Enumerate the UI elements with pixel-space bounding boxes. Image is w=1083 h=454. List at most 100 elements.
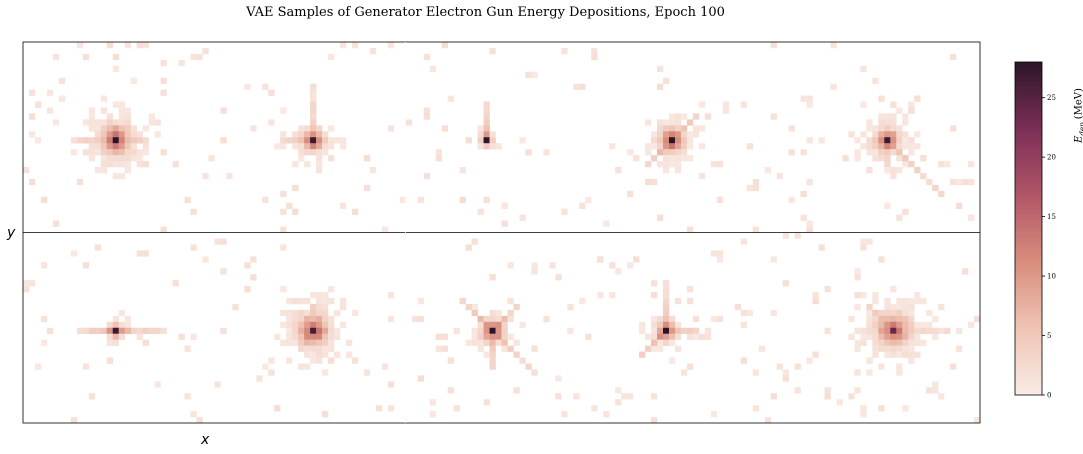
heatmap-cell — [830, 42, 837, 49]
heatmap-cell — [495, 333, 502, 340]
heatmap-cell — [130, 149, 137, 156]
heatmap-cell — [274, 405, 281, 412]
heatmap-cell — [286, 202, 293, 209]
heatmap-cell — [657, 214, 664, 221]
heatmap-cell — [304, 339, 311, 346]
heatmap-cell — [872, 327, 879, 334]
heatmap-cell — [298, 297, 305, 305]
heatmap-cell — [435, 149, 442, 156]
heatmap-cell — [304, 351, 311, 358]
heatmap-cell — [23, 280, 30, 287]
heatmap-cell — [657, 333, 664, 340]
heatmap-cell — [477, 321, 484, 329]
heatmap-cell — [914, 167, 921, 174]
heatmap-cell — [202, 172, 209, 180]
heatmap-cell — [310, 107, 317, 114]
heatmap-cell — [686, 131, 694, 138]
heatmap-cell — [262, 83, 269, 90]
heatmap-cell — [202, 256, 209, 263]
heatmap-cell — [28, 178, 36, 186]
heatmap-cell — [884, 339, 891, 346]
heatmap-cell — [662, 143, 670, 150]
heatmap-cell — [112, 339, 119, 346]
heatmap-cell — [884, 161, 891, 168]
heatmap-cell — [262, 196, 269, 204]
heatmap-cell — [322, 297, 329, 305]
heatmap-cell — [770, 309, 777, 317]
heatmap-panel — [23, 244, 209, 424]
heatmap-cell — [136, 250, 143, 257]
heatmap-cell — [770, 256, 777, 263]
heatmap-cell — [651, 137, 658, 144]
heatmap-cell — [645, 333, 652, 340]
heatmap-cell — [950, 125, 957, 132]
heatmap-cell — [28, 131, 36, 138]
heatmap-cell — [884, 327, 891, 334]
heatmap-cell — [280, 309, 287, 317]
heatmap-cell — [310, 89, 317, 96]
heatmap-cell — [112, 65, 119, 73]
heatmap-cell — [340, 321, 347, 329]
heatmap-cell — [788, 125, 795, 132]
heatmap-cell — [316, 345, 323, 352]
heatmap-cell — [88, 143, 96, 150]
heatmap-cell — [872, 131, 879, 138]
heatmap-cell — [824, 387, 831, 394]
heatmap-cell — [88, 155, 96, 162]
heatmap-cell — [190, 53, 197, 61]
heatmap-cell — [489, 321, 496, 329]
heatmap-cell — [908, 315, 915, 323]
heatmap-cell — [902, 137, 909, 144]
heatmap-cell — [651, 280, 658, 287]
heatmap-cell — [902, 303, 909, 311]
heatmap-cell — [477, 208, 484, 215]
heatmap-cell — [292, 297, 299, 305]
heatmap-cell — [483, 113, 490, 120]
heatmap-cell — [298, 327, 305, 334]
heatmap-cell — [160, 149, 167, 156]
heatmap-cell — [908, 143, 915, 150]
heatmap-cell — [938, 161, 945, 168]
heatmap-cell — [130, 131, 137, 138]
heatmap-cell — [124, 131, 131, 138]
heatmap-cell — [662, 77, 670, 84]
heatmap-cell — [890, 101, 897, 108]
heatmap-cell — [884, 321, 891, 329]
heatmap-cell — [118, 125, 125, 132]
heatmap-cell — [208, 155, 215, 162]
heatmap-cell — [908, 345, 915, 352]
heatmap-cell — [322, 333, 329, 340]
heatmap-cell — [674, 345, 682, 352]
heatmap-cell — [340, 297, 347, 305]
heatmap-cell — [280, 244, 287, 251]
heatmap-cell — [322, 137, 329, 144]
heatmap-cell — [304, 143, 311, 150]
heatmap-cell — [680, 155, 688, 162]
heatmap-cell — [387, 381, 395, 388]
heatmap-cell — [280, 286, 287, 293]
heatmap-cell — [878, 363, 885, 370]
heatmap-cell — [112, 119, 119, 126]
heatmap-cell — [495, 315, 502, 323]
heatmap-cell — [866, 369, 873, 376]
heatmap-cell — [662, 327, 670, 334]
heatmap-cell — [674, 113, 682, 120]
heatmap-cell — [872, 143, 879, 150]
heatmap-cell — [136, 161, 143, 168]
heatmap-cell — [124, 167, 131, 174]
heatmap-cell — [106, 42, 114, 49]
heatmap-cell — [914, 95, 921, 102]
heatmap-cell — [280, 321, 287, 329]
heatmap-cell — [639, 321, 646, 329]
heatmap-cell — [615, 399, 622, 406]
heatmap-cell — [531, 268, 538, 275]
heatmap-cell — [262, 363, 269, 370]
heatmap-cell — [256, 375, 263, 382]
heatmap-cell — [657, 149, 664, 156]
heatmap-cell — [854, 268, 861, 275]
heatmap-cell — [286, 339, 293, 346]
heatmap-cell — [668, 131, 676, 138]
heatmap-cell — [304, 321, 311, 329]
heatmap-cell — [956, 327, 963, 334]
heatmap-cell — [298, 333, 305, 340]
